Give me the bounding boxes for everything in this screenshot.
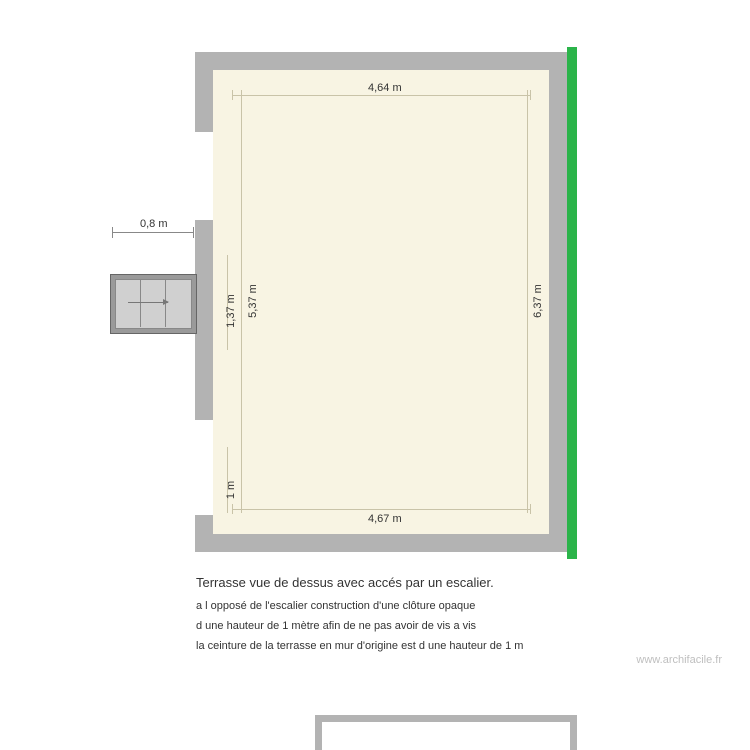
stair-slat-1: [140, 279, 141, 327]
dim-top-width: 4,64 m: [368, 82, 402, 94]
wall-top: [195, 52, 567, 70]
tick-tr: [530, 90, 531, 100]
dim-08m: 0,8 m: [140, 218, 168, 230]
dim-guide-bottom: [232, 509, 530, 510]
bottom-fragment: [315, 715, 577, 750]
floor-plan-canvas: 4,64 m 4,67 m 5,37 m 6,37 m 1,37 m 1 m 0…: [0, 0, 750, 750]
dim-1m: 1 m: [225, 481, 237, 499]
dim-guide-right: [527, 90, 528, 513]
ext-dim-08m: [113, 232, 193, 233]
stair-direction-arrow: [128, 302, 168, 303]
dim-right-height: 6,37 m: [532, 284, 544, 318]
caption-title: Terrasse vue de dessus avec accés par un…: [196, 575, 616, 590]
dim-left-height: 5,37 m: [247, 284, 259, 318]
tick-bl: [232, 504, 233, 514]
dim-bottom-width: 4,67 m: [368, 513, 402, 525]
ext-tick-r: [193, 227, 194, 238]
opaque-fence: [567, 47, 577, 559]
dim-guide-left: [241, 90, 242, 513]
caption-line-4: la ceinture de la terrasse en mur d'orig…: [196, 640, 616, 652]
dim-door-height: 1,37 m: [225, 294, 237, 328]
room-floor: [213, 70, 549, 534]
watermark: www.archifacile.fr: [636, 654, 722, 666]
tick-tl: [232, 90, 233, 100]
tick-br: [530, 504, 531, 514]
caption-line-3: d une hauteur de 1 mètre afin de ne pas …: [196, 620, 616, 632]
dim-guide-top: [232, 95, 530, 96]
wall-right: [549, 52, 567, 552]
left-opening-upper: [195, 132, 213, 220]
caption-line-2: a l opposé de l'escalier construction d'…: [196, 600, 616, 612]
caption-block: Terrasse vue de dessus avec accés par un…: [196, 575, 616, 660]
stair-tread: [115, 279, 192, 329]
wall-bottom: [195, 534, 567, 552]
left-opening-lower: [195, 420, 213, 515]
ext-tick-l: [112, 227, 113, 238]
